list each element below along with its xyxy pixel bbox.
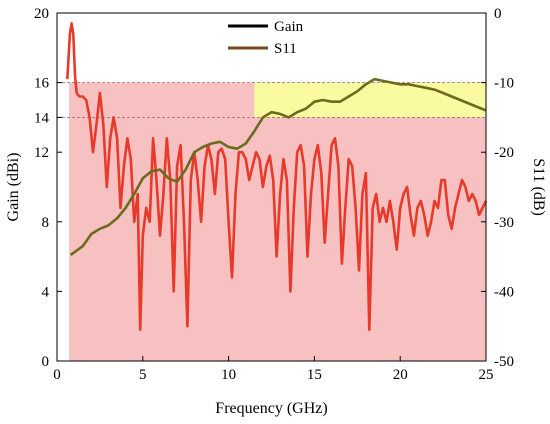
legend-background — [222, 14, 316, 58]
y-right-tick-label-0: 0 — [494, 6, 502, 22]
x-tick-label-10: 10 — [221, 367, 236, 383]
x-tick-label-25: 25 — [479, 367, 494, 383]
y-axis-left-title: Gain (dBi) — [5, 153, 22, 222]
x-tick-label-20: 20 — [393, 367, 408, 383]
legend: Gain S11 — [222, 14, 316, 58]
x-tick-label-15: 15 — [307, 367, 322, 383]
y-left-tick-label-16: 16 — [34, 76, 50, 92]
legend-label-gain: Gain — [274, 19, 304, 35]
y-right-tick-label--10: -10 — [494, 76, 514, 92]
y-right-tick-label--50: -50 — [494, 354, 514, 370]
x-tick-label-5: 5 — [139, 367, 147, 383]
ticks: 0 5 10 15 20 25 0 4 8 12 14 16 20 0 -10 -20 -30 -40 -50 — [34, 6, 514, 383]
y-right-tick-label--40: -40 — [494, 284, 514, 300]
shaded-region-yellow — [254, 82, 486, 118]
y-left-tick-label-4: 4 — [42, 284, 50, 300]
y-left-tick-label-12: 12 — [34, 145, 49, 161]
y-left-tick-label-14: 14 — [34, 110, 50, 126]
axes — [56, 12, 487, 362]
y-axis-right-title: S11 (dB) — [530, 158, 547, 216]
reference-lines — [57, 82, 486, 118]
y-right-tick-label--20: -20 — [494, 145, 514, 161]
series-layer — [66, 22, 488, 331]
y-left-tick-label-20: 20 — [34, 6, 49, 22]
legend-label-s11: S11 — [274, 41, 297, 57]
series-line-s11 — [66, 22, 488, 331]
y-left-tick-label-0: 0 — [42, 354, 50, 370]
x-tick-label-0: 0 — [53, 367, 61, 383]
y-right-tick-label--30: -30 — [494, 215, 514, 231]
y-left-tick-label-8: 8 — [42, 215, 50, 231]
x-axis-title: Frequency (GHz) — [215, 400, 327, 417]
axes-frame — [56, 12, 487, 362]
series-line-gain — [69, 77, 487, 256]
